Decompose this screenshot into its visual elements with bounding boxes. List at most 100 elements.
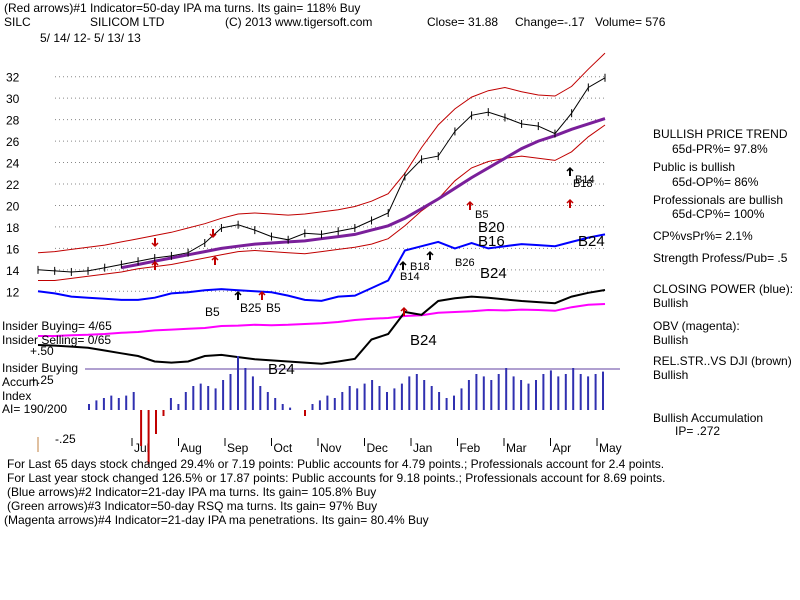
ma-line	[121, 117, 606, 270]
accum-bar	[445, 398, 448, 410]
y-tick-label: 32	[6, 71, 20, 85]
relstr-title: REL.STR..VS DJI (brown)	[653, 354, 792, 368]
accum-bar	[512, 376, 515, 410]
footer-line1: For Last 65 days stock changed 29.4% or …	[7, 457, 664, 471]
closing-power-val: Bullish	[653, 296, 688, 310]
index-label: Index	[2, 389, 31, 403]
accum-bar	[579, 374, 582, 410]
plus50-label: +.50	[30, 344, 54, 358]
price-line	[37, 77, 606, 273]
y-tick-label: 30	[6, 92, 20, 106]
obv-title: OBV (magenta):	[653, 319, 740, 333]
month-label: Sep	[227, 441, 249, 455]
accum-bar	[438, 392, 441, 410]
signal-arrow-head	[209, 233, 217, 239]
accum-bar	[281, 404, 284, 410]
relstr-val: Bullish	[653, 368, 688, 382]
month-label: Oct	[274, 441, 293, 455]
accum-bar	[341, 392, 344, 410]
op-value: 65d-OP%= 86%	[672, 175, 759, 189]
company-name: SILICOM LTD	[90, 15, 165, 29]
y-tick-label: 28	[6, 114, 20, 128]
accum-bar	[214, 388, 217, 410]
cpvspr-value: CP%vsPr%= 2.1%	[653, 229, 753, 243]
accum-bar	[460, 388, 463, 410]
insider-selling: Insider Selling= 0/65	[2, 333, 111, 347]
signal-arrow-head	[151, 242, 159, 248]
accum-bar	[371, 380, 374, 410]
y-axis-ticks: 12 14 16 18 20 22 24 26 28 30 32	[6, 71, 20, 300]
band-line	[38, 124, 606, 281]
accum-bar	[423, 380, 426, 410]
indicator-lines	[37, 233, 606, 365]
accum-bar	[162, 410, 165, 416]
closing-power-line	[37, 233, 606, 302]
footer-line4: (Green arrows)#3 Indicator=50-day RSQ ma…	[7, 499, 377, 513]
accum-bar	[169, 398, 172, 410]
accum-bar	[557, 376, 560, 410]
accum-bar	[117, 398, 120, 410]
accum-bar	[363, 383, 366, 410]
signal-label: B14	[575, 174, 595, 186]
month-label: Feb	[460, 441, 481, 455]
accum-bar	[88, 404, 90, 410]
accum-bar	[520, 380, 523, 410]
footer-line2: For Last year stock changed 126.5% or 17…	[7, 471, 665, 485]
signal-arrow-head	[400, 306, 408, 312]
accum-bar	[527, 383, 530, 410]
accum-title: Bullish Accumulation	[653, 411, 763, 425]
accum-bar	[408, 376, 411, 410]
month-label: Dec	[367, 441, 388, 455]
accum-bar	[318, 400, 321, 410]
closing-power-title: CLOSING POWER (blue):	[653, 282, 793, 296]
relstr-line	[37, 289, 606, 365]
y-tick-label: 20	[6, 199, 20, 213]
trend-title: BULLISH PRICE TREND	[653, 127, 788, 141]
accum-bar	[147, 410, 150, 464]
accum-bar	[192, 386, 195, 410]
signal-label: B5	[266, 301, 281, 315]
signal-label: B14	[400, 271, 420, 283]
accum-bar	[274, 398, 277, 410]
accum-bar	[356, 388, 359, 410]
copyright: (C) 2013 www.tigersoft.com	[225, 15, 372, 29]
accum-bar	[222, 380, 225, 410]
accum-bar	[125, 395, 128, 410]
accum-bar	[602, 371, 604, 410]
signal-label: B5	[475, 209, 488, 221]
accum-bar	[237, 356, 239, 410]
month-label: Jul	[134, 441, 149, 455]
signal-arrow-head	[258, 290, 266, 296]
accum-bar	[497, 374, 500, 410]
accum-bar	[475, 374, 478, 410]
plus25-label: +.25	[30, 373, 54, 387]
accum-bar	[386, 392, 388, 410]
accum-bar	[572, 368, 575, 410]
accum-bar	[400, 383, 403, 410]
accum-bar	[535, 380, 537, 410]
signal-arrow-head	[151, 260, 159, 266]
cp-value: 65d-CP%= 100%	[672, 207, 765, 221]
month-label: May	[599, 441, 622, 455]
ai-label: AI= 190/200	[2, 402, 67, 416]
pr-value: 65d-PR%= 97.8%	[672, 142, 768, 156]
y-tick-label: 24	[6, 157, 20, 171]
y-tick-label: 18	[6, 221, 20, 235]
close-value: Close= 31.88	[427, 15, 498, 29]
accum-bar	[490, 380, 493, 410]
month-label: Aug	[181, 441, 202, 455]
symbol: SILC	[4, 15, 31, 29]
prof-title: Professionals are bullish	[653, 193, 783, 207]
change-value: Change=-.17	[515, 15, 585, 29]
signal-arrow-head	[234, 290, 242, 296]
accum-bar	[155, 410, 157, 434]
signal-label: B5	[205, 305, 220, 319]
volume-value: Volume= 576	[595, 15, 666, 29]
accum-bar	[587, 376, 590, 410]
price-lines	[37, 52, 606, 281]
y-tick-label: 26	[6, 135, 20, 149]
accum-bar	[266, 392, 269, 410]
ip-value: IP= .272	[675, 424, 720, 438]
signal-arrow-head	[426, 250, 434, 256]
